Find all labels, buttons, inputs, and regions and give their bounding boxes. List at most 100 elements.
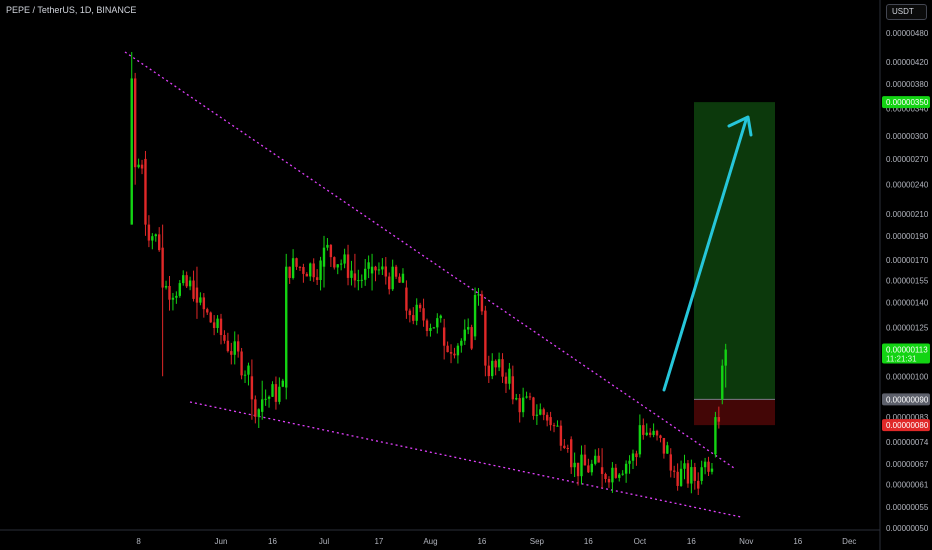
projection-arrow-head: [727, 115, 753, 137]
candle-body: [405, 287, 408, 311]
candle-body: [291, 258, 295, 278]
time-tick-label: 16: [584, 537, 593, 546]
price-tick-label: 0.00000210: [886, 210, 929, 219]
candle-body: [618, 474, 621, 478]
candle-body: [343, 254, 346, 264]
candle-body: [655, 430, 659, 436]
candle-body: [412, 315, 415, 321]
candle-body: [305, 273, 309, 277]
price-tick-label: 0.00000055: [886, 503, 929, 512]
candle-body: [195, 287, 199, 303]
time-tick-label: Aug: [423, 537, 437, 546]
candle-body: [590, 463, 593, 473]
candle-body: [261, 399, 264, 412]
candle-body: [436, 318, 439, 328]
candle-body: [521, 397, 525, 413]
candle-body: [456, 345, 460, 356]
candle-body: [556, 425, 559, 427]
candle-body: [576, 462, 580, 477]
candle-body: [439, 315, 442, 319]
candle-body: [295, 258, 298, 267]
candle-body: [545, 414, 549, 421]
symbol-title: PEPE / TetherUS, 1D, BINANCE: [6, 5, 137, 15]
candle-body: [600, 467, 604, 474]
candle-body: [171, 297, 175, 300]
candle-body: [570, 439, 573, 468]
candle-body: [700, 467, 703, 481]
candle-body: [216, 318, 219, 328]
price-tag-last-price: [882, 343, 930, 364]
candle-body: [597, 455, 600, 463]
candle-body: [717, 417, 721, 422]
candle-body: [274, 384, 278, 402]
candle-body: [710, 468, 714, 472]
candle-body: [418, 304, 422, 309]
price-tick-label: 0.00000155: [886, 276, 929, 285]
time-tick-label: 8: [136, 537, 141, 546]
candle-body: [580, 454, 583, 477]
candle-body: [446, 345, 449, 353]
candle-body: [525, 396, 528, 398]
candle-body: [168, 285, 171, 300]
candle-body: [326, 244, 329, 248]
candle-body: [319, 260, 322, 281]
candle-body: [508, 368, 511, 384]
candle-body: [686, 463, 690, 484]
price-tick-label: 0.00000340: [886, 104, 929, 113]
candle-body: [233, 341, 236, 355]
price-tag-entry: [882, 393, 930, 406]
candle-body: [339, 263, 343, 265]
candle-body: [209, 312, 212, 323]
candle-body: [364, 268, 367, 280]
candle-body: [240, 351, 243, 376]
candle-body: [442, 327, 446, 346]
candle-body: [566, 447, 569, 449]
candle-body: [271, 384, 274, 397]
time-tick-label: Dec: [842, 537, 856, 546]
candle-body: [659, 435, 662, 438]
candle-body: [487, 365, 490, 377]
stop-zone: [694, 399, 775, 426]
candle-body: [182, 275, 185, 284]
price-tag-label: 0.00000350: [886, 98, 929, 107]
candle-body: [151, 236, 154, 241]
candle-body: [357, 280, 360, 282]
candle-body: [199, 297, 202, 303]
candles: [130, 52, 727, 495]
candle-body: [470, 327, 473, 349]
candle-body: [188, 280, 192, 287]
candle-body: [144, 158, 147, 225]
candle-body: [394, 266, 398, 277]
candle-body: [350, 270, 353, 278]
price-tick-label: 0.00000240: [886, 181, 929, 190]
candle-body: [429, 327, 432, 331]
candle-body: [621, 473, 624, 475]
candle-body: [611, 467, 614, 483]
candle-body: [312, 263, 315, 278]
candle-body: [683, 463, 686, 469]
candle-body: [463, 329, 466, 341]
candle-body: [518, 398, 521, 413]
price-tick-label: 0.00000067: [886, 460, 929, 469]
candle-body: [635, 453, 638, 458]
candle-body: [587, 465, 590, 473]
price-tag-stop: [882, 419, 930, 432]
candle-body: [360, 279, 363, 281]
price-tag-label: 0.00000080: [886, 421, 929, 430]
currency-button[interactable]: USDT: [886, 4, 927, 20]
candle-body: [662, 437, 666, 454]
candle-body: [130, 78, 133, 225]
time-tick-label: Oct: [634, 537, 647, 546]
time-tick-label: 16: [477, 537, 486, 546]
time-tick-label: 16: [268, 537, 277, 546]
candle-body: [497, 359, 501, 368]
price-tick-label: 0.00000300: [886, 132, 929, 141]
candle-body: [604, 473, 607, 479]
price-tag-target: [882, 96, 930, 109]
candle-body: [346, 254, 350, 278]
candle-body: [673, 470, 676, 472]
candle-body: [559, 425, 563, 446]
candle-body: [309, 263, 312, 277]
